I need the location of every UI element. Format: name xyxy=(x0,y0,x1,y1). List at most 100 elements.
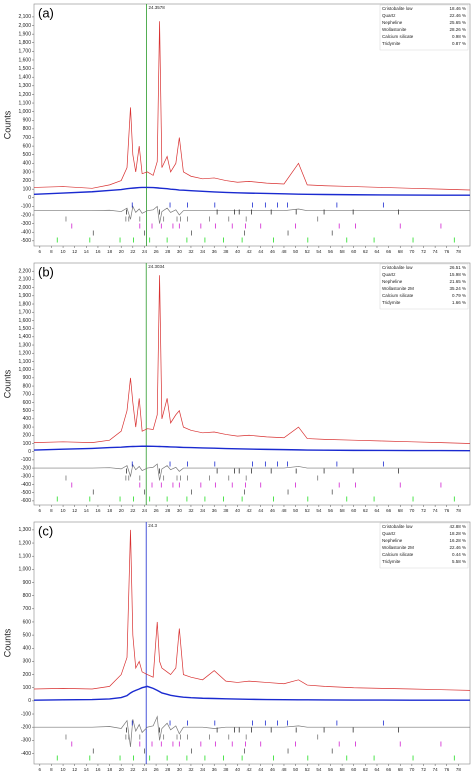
x-tick-label: 62 xyxy=(363,508,369,513)
y-tick-label: 500 xyxy=(23,408,32,414)
x-tick-label: 68 xyxy=(398,249,404,254)
x-tick-label: 22 xyxy=(130,767,136,772)
legend-value: 0.87 % xyxy=(452,41,466,46)
y-tick-label: 600 xyxy=(23,400,32,406)
y-tick-label: 0 xyxy=(28,195,31,201)
x-tick-label: 58 xyxy=(340,767,346,772)
x-tick-label: 24 xyxy=(142,508,148,513)
x-tick-label: 10 xyxy=(61,767,67,772)
x-tick-label: 72 xyxy=(421,249,427,254)
y-tick-label: 1,700 xyxy=(18,310,31,316)
x-tick-label: 48 xyxy=(281,767,287,772)
y-axis-label: Counts xyxy=(2,369,12,398)
x-tick-label: 22 xyxy=(130,249,136,254)
legend-name: Cristobalite low xyxy=(382,265,413,270)
y-tick-label: 900 xyxy=(23,580,32,586)
pattern-line xyxy=(33,445,471,452)
x-tick-label: 46 xyxy=(270,508,276,513)
y-tick-label: 1,000 xyxy=(18,109,31,115)
legend-name: Tridymite xyxy=(382,559,401,564)
x-tick-label: 46 xyxy=(270,767,276,772)
y-tick-label: 900 xyxy=(23,375,32,381)
pattern-line xyxy=(33,529,471,691)
x-tick-label: 32 xyxy=(188,249,194,254)
x-tick-label: 48 xyxy=(281,508,287,513)
x-tick-label: 54 xyxy=(316,767,322,772)
y-tick-label: 500 xyxy=(23,632,32,638)
pattern-line xyxy=(34,463,470,481)
x-tick-label: 60 xyxy=(351,249,357,254)
y-tick-label: 2,200 xyxy=(18,269,31,275)
y-tick-label: 900 xyxy=(23,118,32,124)
plot-frame xyxy=(33,3,471,247)
pattern-line xyxy=(33,275,471,444)
x-tick-label: 62 xyxy=(363,767,369,772)
legend-value: 0.44 % xyxy=(452,552,466,557)
x-tick-label: 10 xyxy=(61,508,67,513)
y-tick-label: 0 xyxy=(28,449,31,455)
x-tick-label: 56 xyxy=(328,767,334,772)
x-tick-label: 40 xyxy=(235,249,241,254)
legend-value: 22.46 % xyxy=(449,545,466,550)
panel-label: (b) xyxy=(38,264,54,279)
legend-name: Cristobalite low xyxy=(382,524,413,529)
y-tick-label: 200 xyxy=(23,433,32,439)
legend-value: 18.46 % xyxy=(449,6,466,11)
y-tick-label: 2,100 xyxy=(18,277,31,283)
y-tick-label: 1,100 xyxy=(18,554,31,560)
x-tick-label: 18 xyxy=(107,249,113,254)
y-tick-label: -300 xyxy=(21,738,31,744)
y-tick-label: 2,100 xyxy=(18,14,31,20)
x-tick-label: 72 xyxy=(421,508,427,513)
y-tick-label: -300 xyxy=(21,474,31,480)
x-tick-label: 66 xyxy=(386,249,392,254)
x-tick-label: 12 xyxy=(72,249,78,254)
y-tick-label: 700 xyxy=(23,606,32,612)
y-tick-label: -600 xyxy=(21,498,31,504)
y-tick-label: 800 xyxy=(23,593,32,599)
x-tick-label: 38 xyxy=(223,249,229,254)
x-tick-label: 28 xyxy=(165,249,171,254)
legend-value: 16.28 % xyxy=(449,538,466,543)
y-tick-label: 200 xyxy=(23,178,32,184)
y-tick-label: 400 xyxy=(23,161,32,167)
x-tick-label: 78 xyxy=(456,767,462,772)
legend-value: 1.66 % xyxy=(452,300,466,305)
x-tick-label: 78 xyxy=(456,508,462,513)
x-tick-label: 58 xyxy=(340,249,346,254)
x-tick-label: 76 xyxy=(444,767,450,772)
x-tick-label: 22 xyxy=(130,508,136,513)
legend-name: Tridymite xyxy=(382,300,401,305)
cursor-label: 24.3578 xyxy=(149,5,166,10)
cursor-label: 24.3 xyxy=(148,523,157,528)
y-tick-label: 700 xyxy=(23,392,32,398)
x-tick-label: 16 xyxy=(95,249,101,254)
x-tick-label: 42 xyxy=(247,249,253,254)
y-tick-label: 300 xyxy=(23,659,32,665)
legend-name: Calcium silicate xyxy=(382,34,414,39)
x-tick-label: 42 xyxy=(247,508,253,513)
legend-name: Quartz xyxy=(382,13,396,18)
x-tick-label: 62 xyxy=(363,249,369,254)
x-tick-label: 68 xyxy=(398,767,404,772)
x-tick-label: 68 xyxy=(398,508,404,513)
x-tick-label: 6 xyxy=(39,249,42,254)
x-tick-label: 42 xyxy=(247,767,253,772)
y-tick-label: 1,300 xyxy=(18,527,31,533)
x-tick-label: 56 xyxy=(328,508,334,513)
y-tick-label: 1,700 xyxy=(18,49,31,55)
x-tick-label: 8 xyxy=(50,249,53,254)
y-tick-label: -500 xyxy=(21,238,31,244)
y-tick-label: 1,500 xyxy=(18,66,31,72)
x-tick-label: 66 xyxy=(386,767,392,772)
x-tick-label: 48 xyxy=(281,249,287,254)
x-tick-label: 30 xyxy=(177,767,183,772)
legend-name: Wollastonite 2M xyxy=(382,286,414,291)
x-tick-label: 14 xyxy=(84,767,90,772)
x-tick-label: 30 xyxy=(177,249,183,254)
y-tick-label: 100 xyxy=(23,685,32,691)
y-tick-label: 1,100 xyxy=(18,100,31,106)
x-tick-label: 52 xyxy=(305,508,311,513)
legend-name: Calcium silicate xyxy=(382,552,414,557)
x-tick-label: 6 xyxy=(39,767,42,772)
